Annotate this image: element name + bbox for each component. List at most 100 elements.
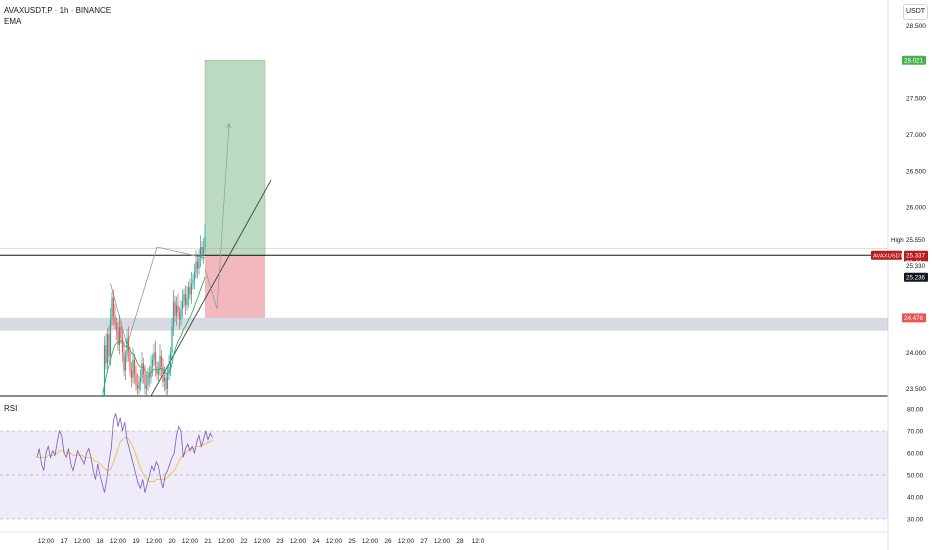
candle-body[interactable] — [114, 316, 116, 324]
candle-body[interactable] — [118, 326, 121, 346]
candle-body[interactable] — [190, 283, 193, 295]
candle-body[interactable] — [196, 261, 199, 269]
candle-body[interactable] — [193, 272, 196, 280]
candle-body[interactable] — [123, 352, 125, 371]
candle-body[interactable] — [130, 370, 133, 378]
price-label-ema[interactable]: 25.236 — [906, 275, 925, 282]
candle-body[interactable] — [186, 297, 188, 306]
candle-body[interactable] — [148, 374, 151, 378]
candle-body[interactable] — [136, 385, 139, 389]
price-label-symbol[interactable]: AVAXUSDT.P — [873, 254, 908, 260]
candle-body[interactable] — [181, 301, 184, 309]
candle-body[interactable] — [127, 337, 130, 353]
candle-body[interactable] — [135, 374, 137, 386]
price-label-target[interactable]: 28.021 — [904, 58, 923, 65]
candle-body[interactable] — [120, 326, 122, 338]
candle-body[interactable] — [145, 385, 148, 389]
candle-body[interactable] — [165, 377, 167, 389]
ema-indicator-label[interactable]: EMA — [4, 17, 22, 26]
candle-body[interactable] — [138, 381, 140, 389]
price-label-entry[interactable]: 25.330 — [906, 263, 925, 270]
candle-body[interactable] — [172, 301, 175, 327]
candle-body[interactable] — [111, 297, 113, 320]
price-label-high[interactable]: 25.550 — [906, 237, 925, 244]
time-tick-label: 12:00 — [110, 538, 127, 545]
candle-body[interactable] — [154, 352, 157, 367]
symbol-title[interactable]: AVAXUSDT.P · 1h · BINANCE — [4, 6, 112, 15]
candle-body[interactable] — [162, 366, 164, 382]
rsi-line[interactable] — [36, 413, 213, 493]
candle-body[interactable] — [169, 352, 172, 367]
time-tick-label: 12:00 — [434, 538, 451, 545]
price-label-high-caption[interactable]: High — [891, 237, 904, 244]
candle-body[interactable] — [141, 363, 143, 378]
candle-body[interactable] — [202, 247, 205, 255]
rsi-tick-label: 80.00 — [907, 407, 924, 414]
candle-body[interactable] — [189, 287, 191, 295]
time-tick-label: 12:00 — [254, 538, 271, 545]
ema-line[interactable] — [102, 276, 206, 393]
candle-body[interactable] — [184, 294, 187, 306]
candle-body[interactable] — [157, 370, 160, 375]
candle-body[interactable] — [129, 352, 131, 371]
time-tick-label: 12:00 — [74, 538, 91, 545]
candle-body[interactable] — [142, 363, 145, 375]
candle-body[interactable] — [115, 323, 118, 331]
candle-body[interactable] — [160, 356, 163, 367]
candle-body[interactable] — [139, 377, 142, 382]
candle-body[interactable] — [108, 334, 110, 357]
candle-body[interactable] — [177, 305, 179, 313]
candle-body[interactable] — [175, 305, 178, 317]
candle-body[interactable] — [106, 334, 109, 364]
trendline-4[interactable] — [204, 268, 218, 309]
candle-body[interactable] — [121, 337, 124, 353]
candle-body[interactable] — [103, 345, 106, 396]
time-tick-label: 12:00 — [290, 538, 307, 545]
candle-body[interactable] — [178, 312, 181, 320]
currency-button[interactable]: USDT — [903, 4, 928, 20]
candle-body[interactable] — [198, 257, 200, 269]
candle-body[interactable] — [166, 374, 169, 389]
candle-body[interactable] — [204, 236, 206, 248]
candle-body[interactable] — [133, 359, 136, 375]
price-label-stop[interactable]: 24.476 — [904, 315, 923, 322]
candle-body[interactable] — [153, 352, 155, 360]
price-label-current[interactable]: 25.337 — [906, 253, 925, 260]
candle-body[interactable] — [163, 377, 166, 382]
rsi-tick-label: 30.00 — [907, 517, 924, 524]
support-zone[interactable] — [0, 317, 888, 331]
candle-body[interactable] — [199, 247, 202, 258]
long-position-profit-zone[interactable] — [204, 59, 266, 257]
candle-body[interactable] — [132, 359, 134, 378]
candle-body[interactable] — [168, 366, 170, 375]
rsi-indicator-label[interactable]: RSI — [4, 404, 18, 413]
candle-body[interactable] — [183, 294, 185, 302]
long-position-stop-zone[interactable] — [205, 255, 265, 318]
candle-body[interactable] — [159, 356, 161, 371]
candle-body[interactable] — [187, 287, 190, 298]
candle-body[interactable] — [195, 261, 197, 273]
candle-body[interactable] — [151, 359, 154, 367]
candle-body[interactable] — [180, 308, 182, 320]
trendline-3[interactable] — [156, 246, 206, 259]
trendline-2[interactable] — [126, 246, 158, 346]
candle-body[interactable] — [117, 330, 119, 346]
candle-body[interactable] — [124, 356, 127, 371]
candle-body[interactable] — [171, 326, 173, 353]
candle-body[interactable] — [144, 374, 146, 389]
candle-body[interactable] — [147, 374, 149, 386]
candle-body[interactable] — [102, 396, 104, 397]
candle-body[interactable] — [112, 297, 115, 317]
time-tick-label: 28 — [456, 538, 464, 545]
candle-body[interactable] — [109, 319, 112, 357]
projection-arrow[interactable] — [216, 123, 230, 309]
candle-body[interactable] — [192, 279, 194, 284]
candle-body[interactable] — [201, 247, 203, 255]
candle-body[interactable] — [156, 366, 158, 375]
candle-body[interactable] — [126, 337, 128, 357]
candle-body[interactable] — [174, 301, 176, 317]
candle-body[interactable] — [105, 345, 107, 364]
price-tick-label: 23.500 — [906, 386, 926, 393]
